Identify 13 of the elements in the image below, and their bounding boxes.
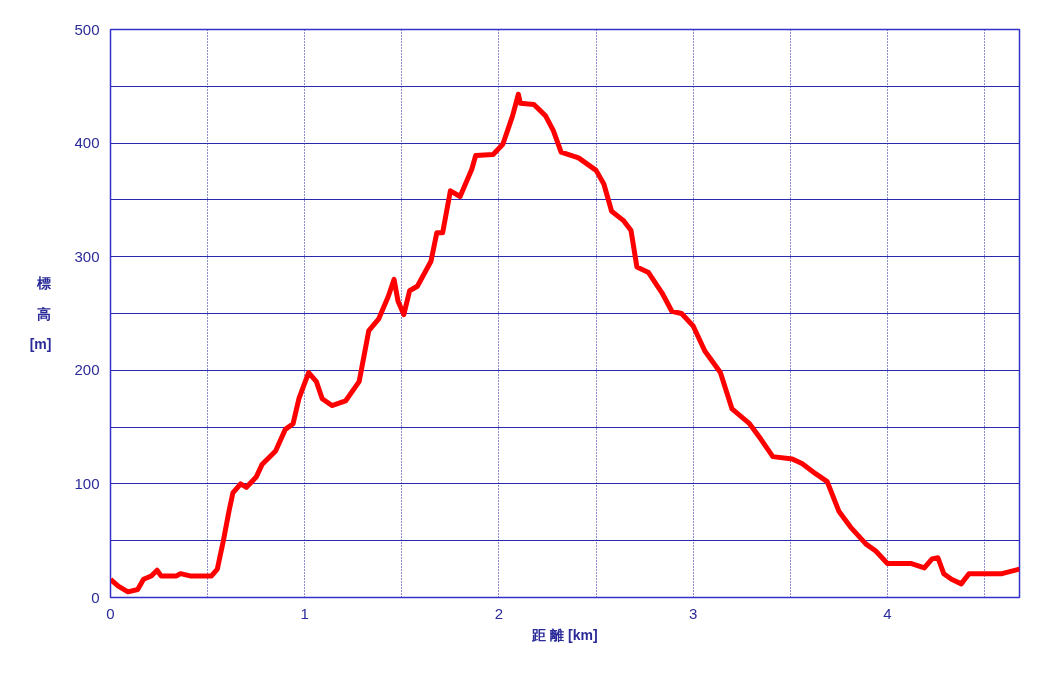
y-tick-label: 300 [74, 247, 100, 265]
x-axis-title: 距 離 [km] [531, 626, 598, 643]
y-axis-title: 標高[m] [29, 275, 52, 352]
x-tick-label: 2 [494, 604, 504, 622]
y-tick-label: 500 [74, 20, 100, 38]
y-tick-label: 400 [74, 134, 100, 152]
x-tick-label: 4 [883, 604, 892, 622]
y-tick-label: 200 [74, 361, 100, 379]
y-tick-label: 0 [91, 588, 100, 606]
x-tick-label: 3 [689, 604, 698, 622]
x-tick-label: 1 [300, 604, 309, 622]
y-tick-label: 100 [74, 474, 100, 492]
x-tick-label: 0 [106, 604, 115, 622]
